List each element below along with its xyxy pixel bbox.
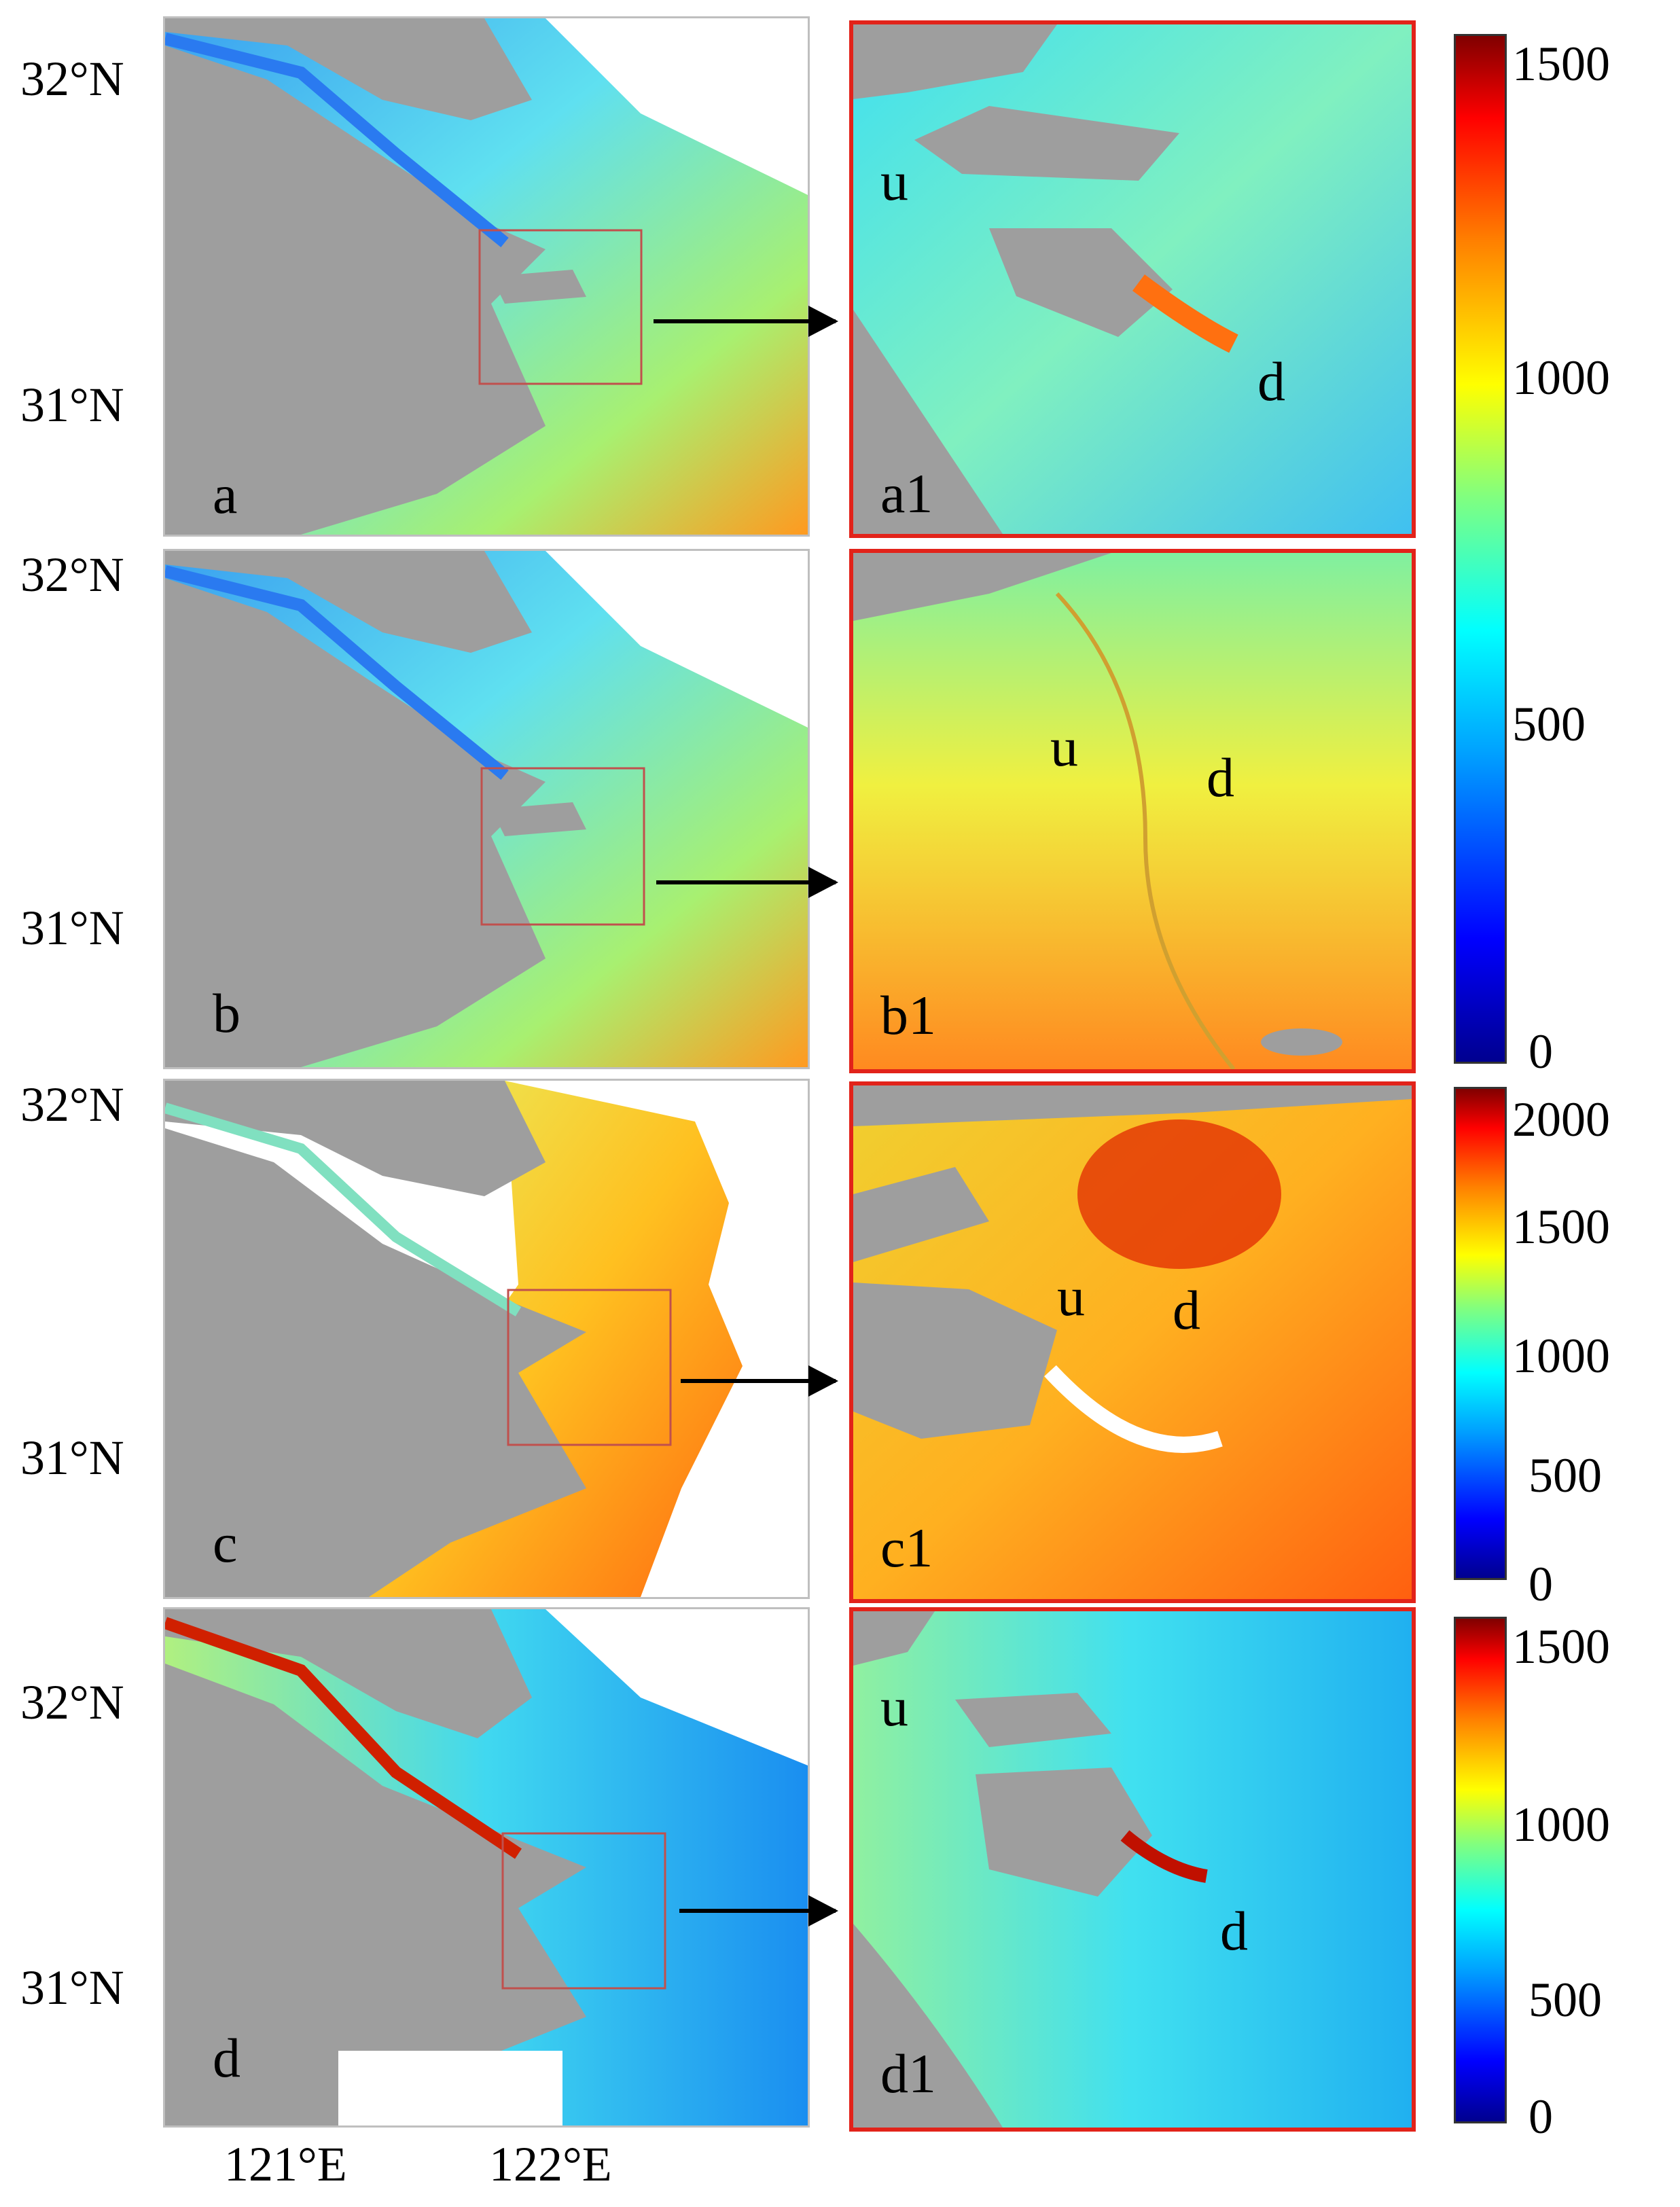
zoom-arrow-a — [654, 306, 838, 337]
colorbar-c-tick-500: 500 — [1529, 1448, 1602, 1503]
panel-label-b: b — [213, 982, 240, 1044]
lat-label-31n-d: 31°N — [20, 1960, 124, 2015]
marker-d-b1: d — [1207, 747, 1234, 808]
map-panel-d: d — [163, 1607, 810, 2128]
map-panel-b: b — [163, 549, 810, 1069]
marker-u-a1: u — [880, 150, 908, 212]
colorbar-c — [1454, 1087, 1507, 1580]
zoom-arrow-d — [679, 1895, 838, 1926]
colorbar-ab-tick-1500: 1500 — [1512, 37, 1610, 91]
lat-label-32n-a: 32°N — [20, 52, 124, 106]
zoom-panel-a1: a1 u d — [849, 20, 1416, 538]
map-panel-c: c — [163, 1079, 810, 1599]
colorbar-c-tick-0: 0 — [1529, 1557, 1553, 1611]
colorbar-ab-tick-1000: 1000 — [1512, 351, 1610, 405]
marker-d-a1: d — [1257, 351, 1285, 412]
colorbar-c-tick-1000: 1000 — [1512, 1329, 1610, 1383]
colorbar-c-gradient — [1456, 1089, 1505, 1578]
zoom-arrow-b — [656, 867, 838, 898]
lat-label-32n-c: 32°N — [20, 1077, 124, 1132]
map-panel-a: a — [163, 16, 810, 537]
panel-label-a: a — [213, 463, 238, 525]
lat-label-32n-d: 32°N — [20, 1675, 124, 1729]
zoom-label-d1: d1 — [880, 2043, 936, 2104]
colorbar-d-tick-500: 500 — [1529, 1973, 1602, 2027]
colorbar-d-gradient — [1456, 1619, 1505, 2121]
map-panel-a-image — [165, 18, 808, 535]
colorbar-ab-gradient — [1456, 36, 1505, 1062]
panel-label-c: c — [213, 1512, 238, 1574]
zoom-panel-d1-image — [853, 1611, 1412, 2128]
colorbar-d — [1454, 1617, 1507, 2123]
zoom-label-a1: a1 — [880, 463, 933, 524]
colorbar-ab-tick-0: 0 — [1529, 1024, 1553, 1079]
zoom-panel-b1-image — [853, 553, 1412, 1069]
zoom-arrow-c — [681, 1365, 838, 1397]
lon-label-122e: 122°E — [489, 2137, 612, 2191]
colorbar-ab — [1454, 34, 1507, 1064]
lat-label-31n-c: 31°N — [20, 1431, 124, 1485]
marker-u-b1: u — [1050, 716, 1078, 778]
zoom-label-b1: b1 — [880, 984, 936, 1046]
zoom-panel-a1-image — [853, 24, 1412, 534]
colorbar-d-tick-1000: 1000 — [1512, 1797, 1610, 1852]
zoom-panel-b1: b1 u d — [849, 549, 1416, 1073]
zoom-panel-c1: c1 u d — [849, 1081, 1416, 1603]
marker-d-c1: d — [1173, 1279, 1200, 1341]
marker-u-c1: u — [1057, 1266, 1085, 1327]
map-panel-b-image — [165, 551, 808, 1067]
panel-label-d: d — [213, 2027, 240, 2089]
colorbar-ab-tick-500: 500 — [1512, 697, 1586, 751]
zoom-panel-d1: d1 u d — [849, 1607, 1416, 2132]
colorbar-d-tick-1500: 1500 — [1512, 1619, 1610, 1674]
lon-label-121e: 121°E — [224, 2137, 347, 2191]
lat-label-31n-a: 31°N — [20, 378, 124, 432]
colorbar-d-tick-0: 0 — [1529, 2089, 1553, 2144]
zoom-panel-c1-image — [853, 1085, 1412, 1599]
lat-label-32n-b: 32°N — [20, 548, 124, 602]
colorbar-c-tick-1500: 1500 — [1512, 1200, 1610, 1254]
marker-u-d1: u — [880, 1676, 908, 1738]
marker-d-d1: d — [1220, 1900, 1248, 1962]
map-panel-c-image — [165, 1081, 808, 1597]
colorbar-c-tick-2000: 2000 — [1512, 1092, 1610, 1147]
lat-label-31n-b: 31°N — [20, 901, 124, 955]
zoom-label-c1: c1 — [880, 1517, 933, 1579]
map-panel-d-image — [165, 1609, 808, 2125]
